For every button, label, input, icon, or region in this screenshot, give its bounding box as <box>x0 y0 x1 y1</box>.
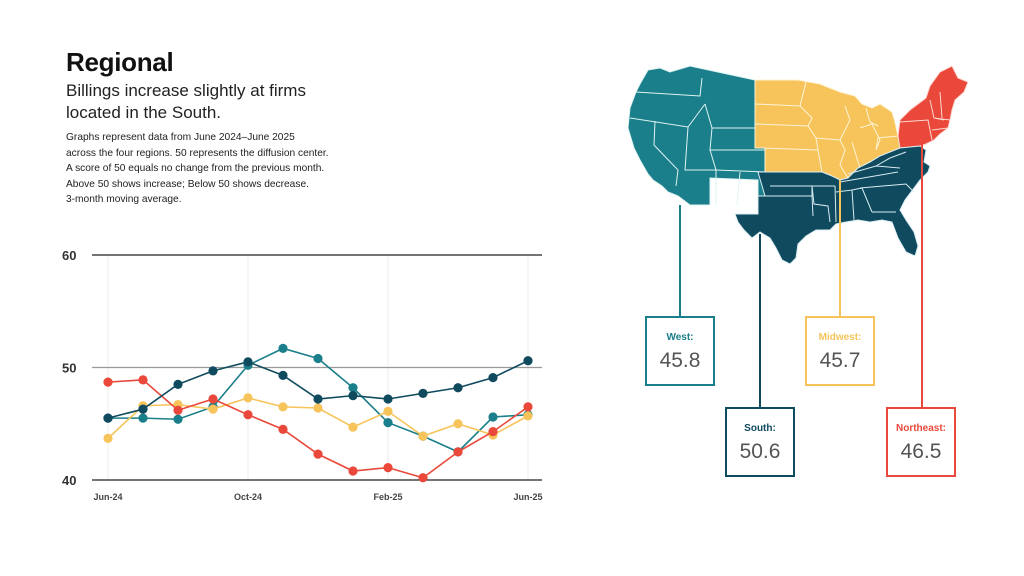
legend-label-northeast: Northeast: <box>895 423 946 434</box>
page-title: Regional <box>66 47 174 77</box>
data-point-northeast <box>278 424 288 434</box>
data-point-midwest <box>313 403 323 413</box>
data-point-northeast <box>103 377 113 387</box>
data-point-midwest <box>383 406 393 416</box>
subtitle-line: located in the South. <box>66 103 222 122</box>
x-tick-label: Jun-25 <box>513 492 542 502</box>
x-tick-label: Oct-24 <box>234 492 262 502</box>
data-point-south <box>418 388 428 398</box>
data-point-west <box>383 418 393 428</box>
description-line: Graphs represent data from June 2024–Jun… <box>66 132 295 143</box>
data-point-south <box>103 413 113 423</box>
data-point-west <box>173 414 183 424</box>
x-tick-label: Jun-24 <box>93 492 122 502</box>
data-point-west <box>488 412 498 422</box>
map-region-west[interactable] <box>627 65 766 206</box>
map-connectors <box>679 140 923 409</box>
legend-box-midwest: Midwest: 45.7 <box>805 316 875 386</box>
map-region-northeast[interactable] <box>897 65 969 149</box>
series-northeast <box>103 375 533 483</box>
data-point-midwest <box>243 393 253 403</box>
legend-label-west: West: <box>666 332 694 343</box>
data-point-midwest <box>278 402 288 412</box>
legend-value-northeast: 46.5 <box>900 440 942 463</box>
map-region-midwest[interactable] <box>754 79 901 181</box>
data-point-northeast <box>348 466 358 476</box>
y-tick-label: 40 <box>62 473 76 488</box>
x-axis: Jun-24 Oct-24 Feb-25 Jun-25 <box>93 492 542 502</box>
chart-grid <box>92 254 542 481</box>
data-point-south <box>383 394 393 404</box>
legend-label-south: South: <box>744 423 776 434</box>
data-point-midwest <box>453 419 463 429</box>
description-line: across the four regions. 50 represents t… <box>66 147 329 159</box>
data-point-south <box>173 379 183 389</box>
data-point-west <box>348 383 358 393</box>
data-point-south <box>348 391 358 401</box>
data-point-midwest <box>208 404 218 414</box>
data-point-midwest <box>348 422 358 432</box>
description-line: A score of 50 equals no change from the … <box>66 163 325 174</box>
data-point-south <box>243 357 253 367</box>
legend-label-midwest: Midwest: <box>818 332 862 343</box>
description-line: 3-month moving average. <box>66 194 182 205</box>
legend-box-west: West: 45.8 <box>645 316 715 386</box>
subtitle-line: Billings increase slightly at firms <box>66 81 306 100</box>
data-point-south <box>488 373 498 383</box>
data-point-northeast <box>418 473 428 483</box>
data-point-south <box>453 383 463 393</box>
data-point-west <box>138 413 148 423</box>
data-point-northeast <box>523 402 533 412</box>
data-point-northeast <box>313 449 323 459</box>
y-tick-label: 50 <box>62 361 76 376</box>
legend-value-south: 50.6 <box>739 440 781 463</box>
y-axis: 40 50 60 <box>62 248 76 488</box>
data-point-south <box>278 370 288 380</box>
chart-description: Graphs represent data from June 2024–Jun… <box>66 130 386 208</box>
data-point-south <box>523 356 533 366</box>
data-point-northeast <box>243 410 253 420</box>
data-point-northeast <box>383 463 393 473</box>
data-point-northeast <box>453 447 463 457</box>
map-region-south[interactable] <box>734 145 931 265</box>
data-point-northeast <box>138 375 148 385</box>
data-point-south <box>208 366 218 376</box>
page-subtitle: Billings increase slightly at firms loca… <box>66 80 366 124</box>
data-point-west <box>278 343 288 353</box>
data-point-northeast <box>488 427 498 437</box>
series-south <box>103 356 533 423</box>
description-line: Above 50 shows increase; Below 50 shows … <box>66 178 309 190</box>
x-tick-label: Feb-25 <box>373 492 402 502</box>
legend-box-northeast: Northeast: 46.5 <box>886 407 956 477</box>
data-point-south <box>313 394 323 404</box>
line-chart: 40 50 60 Jun-24 Oct-24 Feb-25 Jun-25 <box>62 248 543 502</box>
legend-value-west: 45.8 <box>659 349 701 372</box>
data-point-northeast <box>173 405 183 415</box>
y-tick-label: 60 <box>62 248 76 263</box>
data-point-midwest <box>103 433 113 443</box>
data-point-northeast <box>208 394 218 404</box>
data-point-midwest <box>418 431 428 441</box>
chart-series <box>103 343 533 483</box>
data-point-west <box>313 353 323 364</box>
data-point-south <box>138 404 148 414</box>
legend-value-midwest: 45.7 <box>819 349 861 372</box>
legend-box-south: South: 50.6 <box>725 407 795 477</box>
data-point-midwest <box>523 411 533 421</box>
